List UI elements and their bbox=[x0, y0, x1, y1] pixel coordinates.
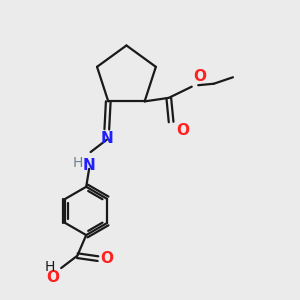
Text: N: N bbox=[100, 131, 113, 146]
Text: O: O bbox=[100, 251, 113, 266]
Text: H: H bbox=[72, 156, 82, 170]
Text: O: O bbox=[193, 69, 206, 84]
Text: H: H bbox=[45, 260, 55, 274]
Text: O: O bbox=[176, 124, 189, 139]
Text: N: N bbox=[83, 158, 95, 173]
Text: O: O bbox=[47, 269, 60, 284]
